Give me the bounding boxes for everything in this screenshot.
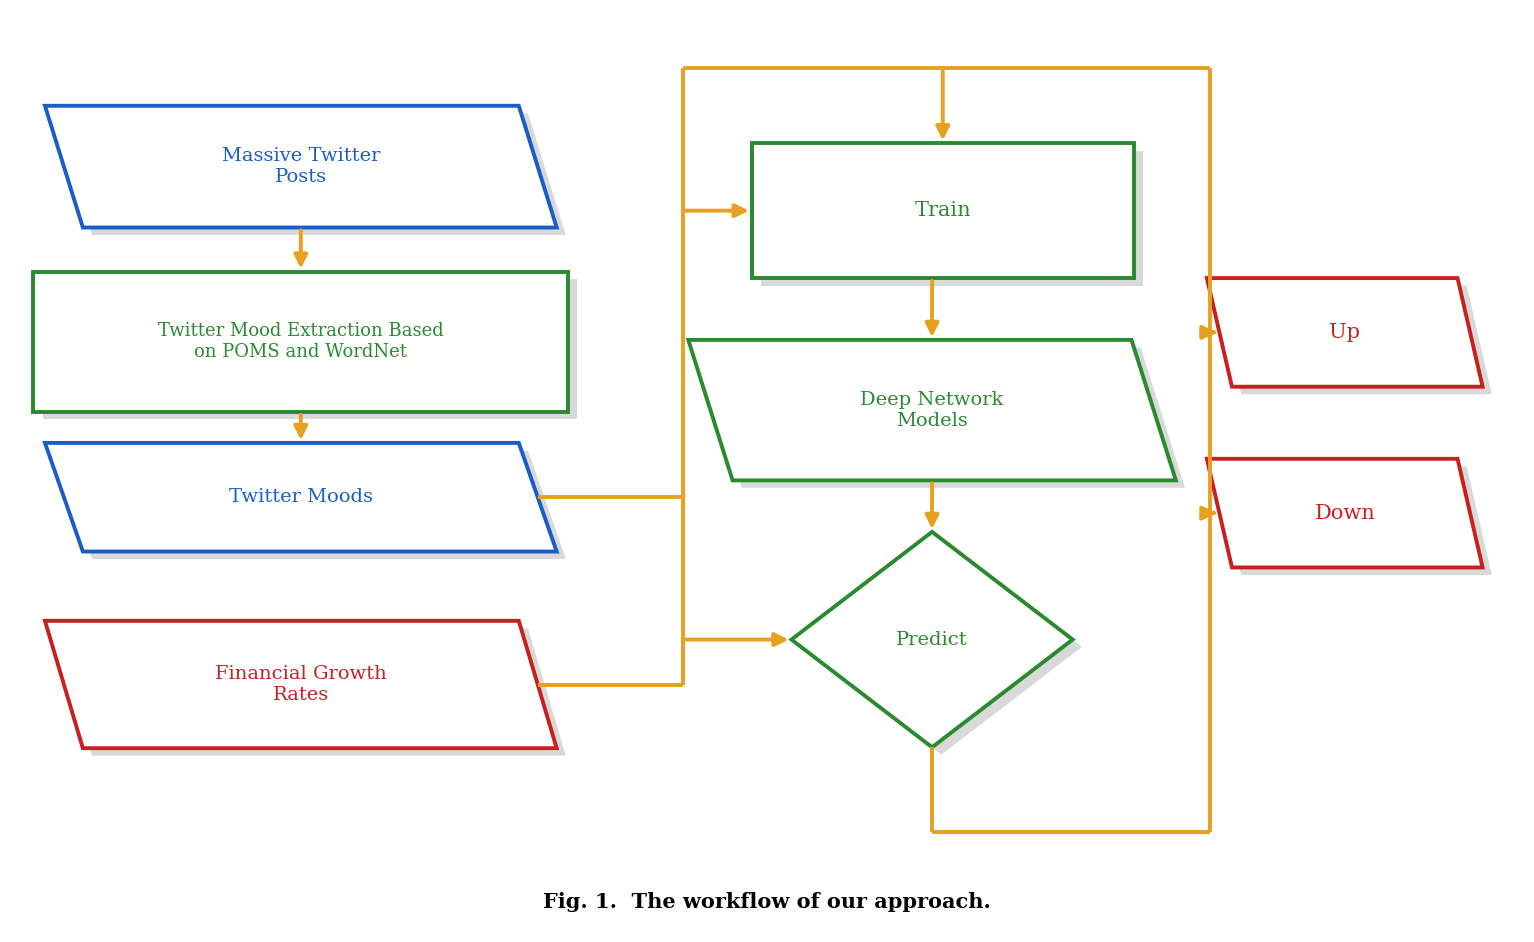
- Polygon shape: [1216, 466, 1491, 575]
- Polygon shape: [54, 113, 566, 235]
- Text: Financial Growth
Rates: Financial Growth Rates: [215, 665, 387, 704]
- Text: Twitter Moods: Twitter Moods: [229, 488, 373, 506]
- Bar: [34, 271, 568, 412]
- Polygon shape: [1216, 285, 1491, 394]
- Polygon shape: [792, 532, 1072, 747]
- Polygon shape: [54, 450, 566, 559]
- Text: Predict: Predict: [896, 630, 968, 648]
- Text: Deep Network
Models: Deep Network Models: [861, 391, 1003, 430]
- Polygon shape: [801, 540, 1081, 755]
- Polygon shape: [761, 151, 1143, 285]
- Polygon shape: [43, 279, 577, 419]
- Text: Up: Up: [1330, 323, 1361, 342]
- Polygon shape: [689, 340, 1177, 480]
- Polygon shape: [1207, 459, 1483, 567]
- Polygon shape: [44, 106, 557, 228]
- Bar: [752, 143, 1134, 278]
- Text: Twitter Mood Extraction Based
on POMS and WordNet: Twitter Mood Extraction Based on POMS an…: [158, 322, 443, 361]
- Text: Fig. 1.  The workflow of our approach.: Fig. 1. The workflow of our approach.: [543, 892, 991, 912]
- Polygon shape: [44, 443, 557, 551]
- Text: Train: Train: [914, 202, 971, 220]
- Polygon shape: [698, 348, 1186, 488]
- Text: Massive Twitter
Posts: Massive Twitter Posts: [221, 147, 380, 187]
- Polygon shape: [54, 628, 566, 755]
- Polygon shape: [1207, 278, 1483, 387]
- Text: Down: Down: [1315, 504, 1374, 523]
- Polygon shape: [44, 621, 557, 748]
